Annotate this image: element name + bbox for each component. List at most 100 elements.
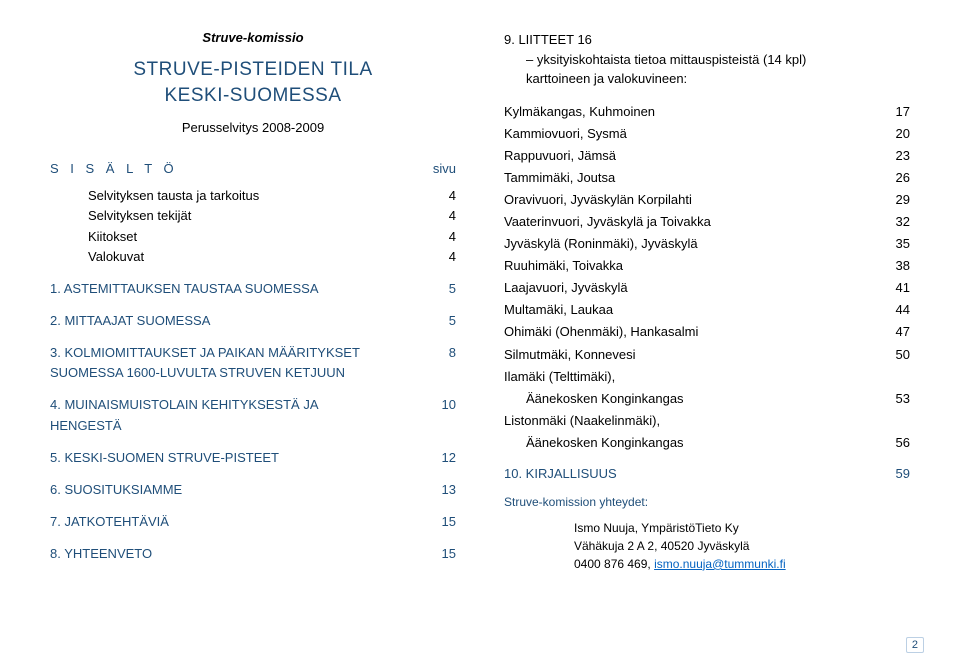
- toc-section-page: 15: [430, 544, 456, 564]
- location-row: Silmutmäki, Konnevesi 50: [504, 344, 910, 366]
- bibliography-page: 59: [884, 464, 910, 485]
- location-page: 50: [884, 344, 910, 366]
- left-column: Struve-komissio STRUVE-PISTEIDEN TILA KE…: [50, 30, 460, 647]
- toc-section-label: 5. KESKI-SUOMEN STRUVE-PISTEET: [50, 448, 279, 468]
- location-label: Oravivuori, Jyväskylän Korpilahti: [504, 189, 692, 211]
- location-page: 44: [884, 299, 910, 321]
- location-page: 38: [884, 255, 910, 277]
- location-label: Jyväskylä (Roninmäki), Jyväskylä: [504, 233, 698, 255]
- toc-section-page: 5: [430, 279, 456, 299]
- location-label: Multamäki, Laukaa: [504, 299, 613, 321]
- contact-phone: 0400 876 469,: [574, 557, 654, 571]
- toc-sections-list: 1. ASTEMITTAUKSEN TAUSTAA SUOMESSA 5 2. MI…: [50, 279, 456, 564]
- appendix-sub-2: karttoineen ja valokuvineen:: [504, 69, 910, 89]
- toc-plain-row: Kiitokset 4: [50, 227, 456, 247]
- title-line-1: STRUVE-PISTEIDEN TILA: [50, 57, 456, 83]
- toc-section-label: 1. ASTEMITTAUKSEN TAUSTAA SUOMESSA: [50, 279, 319, 299]
- toc-section-row: 4. MUINAISMUISTOLAIN KEHITYKSESTÄ JA HEN…: [50, 395, 456, 435]
- toc-section-page: 15: [430, 512, 456, 532]
- bibliography-row: 10. KIRJALLISUUS 59: [504, 464, 910, 485]
- page-number: 2: [906, 637, 924, 653]
- toc-section-label: 8. YHTEENVETO: [50, 544, 152, 564]
- location-row: Oravivuori, Jyväskylän Korpilahti 29: [504, 189, 910, 211]
- location-row: Rappuvuori, Jämsä23: [504, 145, 910, 167]
- location-label: Äänekosken Konginkangas: [504, 432, 684, 454]
- location-row: Vaaterinvuori, Jyväskylä ja Toivakka 32: [504, 211, 910, 233]
- location-label: Listonmäki (Naakelinmäki),: [504, 410, 660, 432]
- document-subtitle: Perusselvitys 2008-2009: [50, 120, 456, 135]
- location-page: 23: [884, 145, 910, 167]
- location-page: 56: [884, 432, 910, 454]
- toc-section-label: 3. KOLMIOMITTAUKSET JA PAIKAN MÄÄRITYKSE…: [50, 343, 390, 383]
- toc-plain-list: Selvityksen tausta ja tarkoitus4Selvityk…: [50, 186, 456, 267]
- toc-page-heading: sivu: [433, 161, 456, 176]
- location-page: 32: [884, 211, 910, 233]
- toc-plain-label: Selvityksen tausta ja tarkoitus: [50, 186, 259, 206]
- toc-section-label: 6. SUOSITUKSIAMME: [50, 480, 182, 500]
- toc-plain-label: Selvityksen tekijät: [50, 206, 191, 226]
- location-row: Tammimäki, Joutsa 26: [504, 167, 910, 189]
- toc-section-row: 2. MITTAAJAT SUOMESSA5: [50, 311, 456, 331]
- toc-section-page: 10: [430, 395, 456, 435]
- location-row: Äänekosken Konginkangas 56: [504, 432, 910, 454]
- location-label: Silmutmäki, Konnevesi: [504, 344, 636, 366]
- location-row: Laajavuori, Jyväskylä 41: [504, 277, 910, 299]
- contacts-heading: Struve-komission yhteydet:: [504, 495, 910, 509]
- toc-plain-label: Kiitokset: [50, 227, 137, 247]
- location-label: Laajavuori, Jyväskylä: [504, 277, 628, 299]
- location-page: 26: [884, 167, 910, 189]
- location-page: 17: [884, 101, 910, 123]
- contact-phone-line: 0400 876 469, ismo.nuuja@tummunki.fi: [574, 555, 910, 573]
- toc-section-row: 6. SUOSITUKSIAMME 13: [50, 480, 456, 500]
- location-page: 29: [884, 189, 910, 211]
- locations-list: Kylmäkangas, Kuhmoinen17Kammiovuori, Sys…: [504, 101, 910, 455]
- page-root: Struve-komissio STRUVE-PISTEIDEN TILA KE…: [0, 0, 960, 667]
- location-label: Kammiovuori, Sysmä: [504, 123, 627, 145]
- location-label: Tammimäki, Joutsa: [504, 167, 615, 189]
- location-row: Jyväskylä (Roninmäki), Jyväskylä35: [504, 233, 910, 255]
- toc-section-label: 2. MITTAAJAT SUOMESSA: [50, 311, 210, 331]
- location-label: Vaaterinvuori, Jyväskylä ja Toivakka: [504, 211, 711, 233]
- committee-name: Struve-komissio: [50, 30, 456, 45]
- toc-section-page: 13: [430, 480, 456, 500]
- toc-section-page: 12: [430, 448, 456, 468]
- document-title: STRUVE-PISTEIDEN TILA KESKI-SUOMESSA: [50, 57, 456, 108]
- toc-section-row: 3. KOLMIOMITTAUKSET JA PAIKAN MÄÄRITYKSE…: [50, 343, 456, 383]
- contact-address: Vähäkuja 2 A 2, 40520 Jyväskylä: [574, 537, 910, 555]
- location-page: 41: [884, 277, 910, 299]
- toc-plain-page: 4: [430, 186, 456, 206]
- location-page: 20: [884, 123, 910, 145]
- location-page: 47: [884, 321, 910, 343]
- title-line-2: KESKI-SUOMESSA: [50, 83, 456, 109]
- toc-plain-row: Selvityksen tausta ja tarkoitus 4: [50, 186, 456, 206]
- location-row: Ilamäki (Telttimäki),: [504, 366, 910, 388]
- toc-section-label: 7. JATKOTEHTÄVIÄ: [50, 512, 169, 532]
- location-label: Ohimäki (Ohenmäki), Hankasalmi: [504, 321, 698, 343]
- contact-block: Ismo Nuuja, YmpäristöTieto Ky Vähäkuja 2…: [504, 519, 910, 573]
- toc-heading: S I S Ä L T Ö: [50, 161, 178, 176]
- columns: Struve-komissio STRUVE-PISTEIDEN TILA KE…: [50, 30, 910, 647]
- toc-plain-row: Selvityksen tekijät 4: [50, 206, 456, 226]
- toc-header-row: S I S Ä L T Ö sivu: [50, 161, 456, 176]
- location-page: [884, 366, 910, 388]
- toc-section-row: 7. JATKOTEHTÄVIÄ 15: [50, 512, 456, 532]
- location-page: [884, 410, 910, 432]
- contact-email-link[interactable]: ismo.nuuja@tummunki.fi: [654, 557, 786, 571]
- toc-section-label: 4. MUINAISMUISTOLAIN KEHITYKSESTÄ JA HEN…: [50, 395, 390, 435]
- appendix-number: 9. LIITTEET 16: [504, 32, 592, 47]
- appendix-heading: 9. LIITTEET 16 – yksityiskohtaista tieto…: [504, 30, 910, 89]
- toc-plain-row: Valokuvat4: [50, 247, 456, 267]
- location-row: Listonmäki (Naakelinmäki),: [504, 410, 910, 432]
- toc-section-row: 1. ASTEMITTAUKSEN TAUSTAA SUOMESSA 5: [50, 279, 456, 299]
- location-label: Ruuhimäki, Toivakka: [504, 255, 623, 277]
- location-row: Äänekosken Konginkangas53: [504, 388, 910, 410]
- contact-name: Ismo Nuuja, YmpäristöTieto Ky: [574, 519, 910, 537]
- location-label: Äänekosken Konginkangas: [504, 388, 684, 410]
- bibliography-label: 10. KIRJALLISUUS: [504, 464, 617, 485]
- appendix-sub-1: – yksityiskohtaista tietoa mittauspistei…: [504, 50, 910, 70]
- location-row: Ruuhimäki, Toivakka 38: [504, 255, 910, 277]
- toc-plain-page: 4: [430, 227, 456, 247]
- toc-section-row: 8. YHTEENVETO 15: [50, 544, 456, 564]
- toc-plain-label: Valokuvat: [50, 247, 144, 267]
- toc-plain-page: 4: [430, 206, 456, 226]
